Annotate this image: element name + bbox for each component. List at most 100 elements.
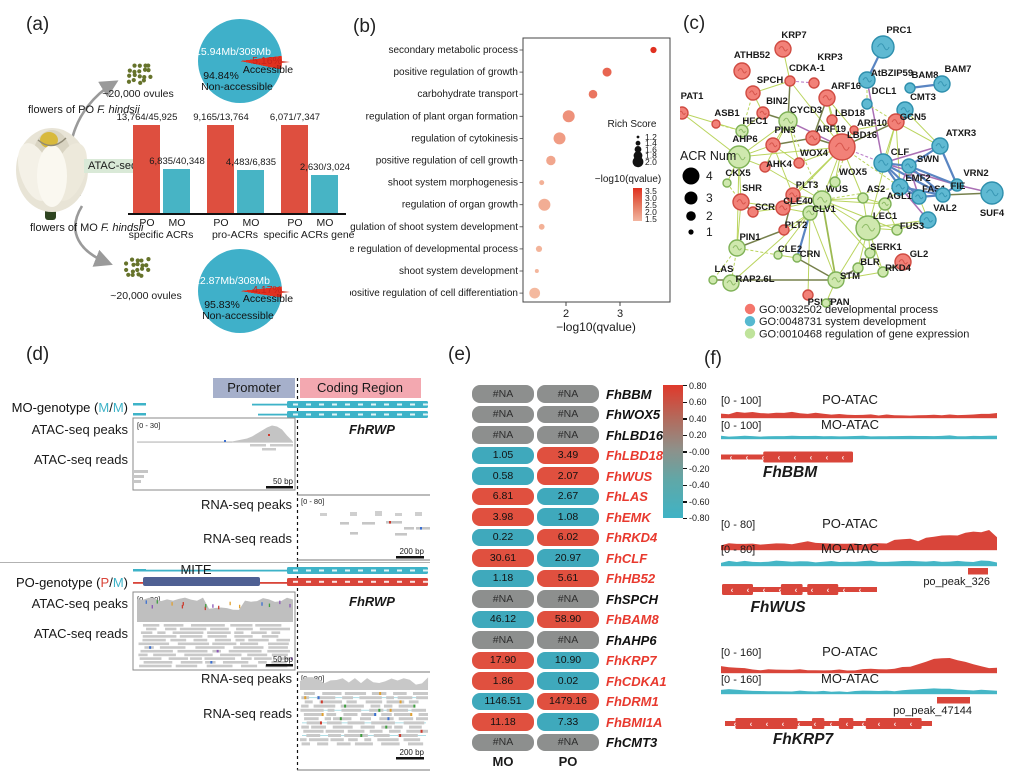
go-term-label: positive regulation of cell growth xyxy=(376,156,518,167)
heatmap-gene-FhWOX5: FhWOX5 xyxy=(606,407,661,422)
heatmap-cell-po-FhCLF: 20.97 xyxy=(537,549,599,567)
heatmap-cell-po-FhBBM: #NA xyxy=(537,385,599,403)
go-term-dot xyxy=(529,287,541,299)
gene-model-FhKRP7 xyxy=(725,721,932,726)
heatmap-cell-mo-FhBAM8: 46.12 xyxy=(472,610,534,628)
node-label-STM: STM xyxy=(840,271,860,282)
colorbar-dash xyxy=(683,517,687,520)
edge-CYCD3-WUS xyxy=(787,120,823,201)
bar-group-label: specific ACRs xyxy=(128,229,194,241)
node-label-HEC1: HEC1 xyxy=(742,116,768,127)
legend-size-dot xyxy=(636,135,640,139)
legend-size-title: Rich Score xyxy=(608,119,657,130)
legend-color-tick: 3.5 xyxy=(645,186,657,196)
mo-atac-reads-label: ATAC-seq reads xyxy=(34,452,129,467)
network-node-CMT3 xyxy=(896,101,914,119)
bar-tick-po: PO xyxy=(213,217,229,229)
network-node-WOX4 xyxy=(793,157,805,169)
panel-label-f: (f) xyxy=(704,348,722,369)
edge-LBD16-AHP6 xyxy=(738,146,843,158)
panel-a-artwork xyxy=(16,57,290,297)
po-scale-50: 50 bp xyxy=(273,655,294,664)
po-track-label: PO-ATAC xyxy=(822,516,878,531)
go-term-dot xyxy=(538,223,545,230)
colorbar-tick: 0.20 xyxy=(689,430,707,441)
go-legend-label: GO:0032502 developmental process xyxy=(759,304,939,316)
network-node-PIN3 xyxy=(765,137,781,153)
svg-text:‹: ‹ xyxy=(814,719,817,728)
gene-name-top: FhRWP xyxy=(349,422,395,437)
ovule-dot xyxy=(142,67,148,72)
ovules-top-label: ~20,000 ovules xyxy=(102,88,174,100)
network-node-AS2 xyxy=(857,192,869,204)
ovule-dot xyxy=(132,63,137,68)
svg-text:‹: ‹ xyxy=(830,719,833,728)
network-node-FAS1 xyxy=(911,189,927,205)
ovule-dot xyxy=(132,72,137,78)
node-label-RAP2.6L: RAP2.6L xyxy=(735,274,774,285)
heatmap-cell-mo-FhBBM: #NA xyxy=(472,385,534,403)
mo-track-label: MO-ATAC xyxy=(821,671,879,686)
panel-label-e: (e) xyxy=(448,344,472,365)
network-node-PSK5 xyxy=(802,289,814,301)
bar-po-0 xyxy=(133,125,160,213)
network-node-STM xyxy=(827,271,845,289)
go-term-label: regulation of plant organ formation xyxy=(366,111,518,122)
heatmap-cell-mo-FhCLF: 30.61 xyxy=(472,549,534,567)
heatmap-gene-FhRKD4: FhRKD4 xyxy=(606,530,658,545)
heatmap-cell-po-FhRKD4: 6.02 xyxy=(537,528,599,546)
coding-region-header xyxy=(300,378,421,398)
legend-color-tick: 2.5 xyxy=(645,200,657,210)
heatmap-gene-FhLBD18: FhLBD18 xyxy=(606,448,664,463)
network-node-RAP2.6L xyxy=(722,274,740,292)
network-node-SERK1 xyxy=(864,247,876,259)
flowers-po-label: flowers of PO F. hindsii xyxy=(28,104,140,116)
acr-legend-dot xyxy=(684,191,698,205)
go-legend-dot xyxy=(744,303,756,315)
colorbar-dash xyxy=(683,401,687,403)
network-node-VRN2 xyxy=(950,178,964,192)
x-axis-title: −log10(qvalue) xyxy=(556,320,636,334)
acr-legend-label: 4 xyxy=(706,169,713,183)
promoter-header xyxy=(213,378,295,398)
heatmap-gene-FhEMK: FhEMK xyxy=(606,509,651,525)
network-node-CLE40 xyxy=(775,200,791,216)
heatmap-cell-mo-FhWUS: 0.58 xyxy=(472,467,534,485)
mite-insertion xyxy=(143,577,260,586)
go-term-label: secondary metabolic process xyxy=(388,45,518,56)
svg-text:‹: ‹ xyxy=(795,585,798,594)
heatmap-cell-mo-FhKRP7: 17.90 xyxy=(472,651,534,669)
ovule-dot xyxy=(123,261,129,266)
svg-text:‹: ‹ xyxy=(778,453,781,462)
bar-tick-po: PO xyxy=(287,217,303,229)
go-term-dot xyxy=(535,245,543,252)
network-node-PLT2 xyxy=(778,224,790,236)
network-node-SPCH xyxy=(745,85,761,101)
gene-label-FhBBM: FhBBM xyxy=(763,464,818,481)
po-rna-peaks-label: RNA-seq peaks xyxy=(201,671,293,686)
network-node-SHR xyxy=(732,193,750,211)
pie-text-lab0: Accessible xyxy=(242,293,294,305)
node-label-RKD4: RKD4 xyxy=(885,263,912,274)
ovule-dot xyxy=(135,267,140,273)
edge-WUS-EMF2 xyxy=(821,186,901,201)
bar-value-mo: 6,835/40,348 xyxy=(149,156,205,167)
colorbar-dash xyxy=(683,385,687,387)
bar-group-label: specific ACRs gene xyxy=(263,229,355,241)
node-label-LEC1: LEC1 xyxy=(873,211,898,222)
ovule-dot xyxy=(142,75,147,80)
heatmap-cell-mo-FhLBD16: #NA xyxy=(472,426,534,444)
node-label-FIE: FIE xyxy=(951,181,966,192)
pie-text-pct0: 5.16% xyxy=(252,55,282,67)
mo-rna-peaks-label: RNA-seq peaks xyxy=(201,497,293,512)
edge-CLF-ATXR3 xyxy=(882,145,941,164)
mo-track-label: MO-ATAC xyxy=(821,541,879,556)
node-label-FUS3: FUS3 xyxy=(900,221,924,232)
node-label-LAS: LAS xyxy=(715,264,734,275)
go-term-dot xyxy=(588,89,598,99)
heatmap-cell-mo-FhRKD4: 0.22 xyxy=(472,528,534,546)
po-rna-reads-label: RNA-seq reads xyxy=(203,706,292,721)
track-range: [0 - 160] xyxy=(721,647,761,659)
colorbar-dash xyxy=(683,418,687,420)
